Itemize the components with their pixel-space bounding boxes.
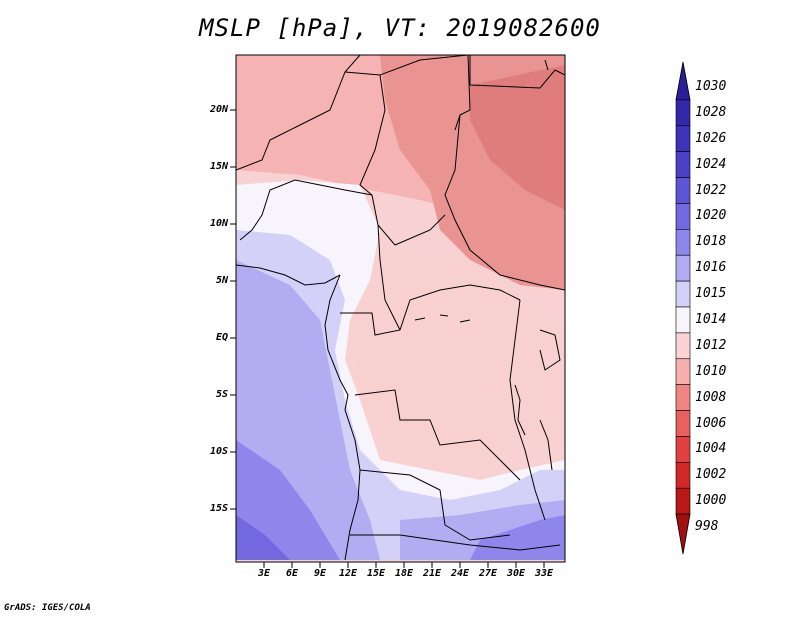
lon-label: 6E [285,568,299,579]
contour-1006-east [470,65,565,210]
border-sudan [444,114,565,291]
contour-1018-southwest [236,440,340,560]
colorbar-swatch [675,229,691,256]
colorbar-swatch [675,462,691,489]
border-car-north [394,214,446,246]
lon-label: 3E [257,568,271,579]
border-egypt [469,55,565,89]
border-cameroon [377,224,401,331]
lat-label: 15N [209,161,228,172]
colorbar-swatch [675,384,691,411]
colorbar-arrow-bottom [675,513,691,555]
lon-label: 27E [478,568,498,579]
border-congo [340,284,521,336]
colorbar-arrow-top [675,61,691,101]
colorbar-swatch [675,332,691,360]
borders [236,55,565,561]
colorbar-level-label: 1002 [695,467,727,483]
lon-label: 9E [313,568,327,579]
border-lakes [509,299,546,521]
colorbar-swatch [675,410,691,437]
colorbar-swatch [675,436,691,463]
colorbar-level-label: 1006 [695,415,727,431]
pressure-field [236,55,565,562]
border-namibia [359,469,511,541]
lake-tanganyika [514,384,526,436]
colorbar-level-label: 1012 [695,337,727,353]
lon-label: 21E [422,568,442,579]
lon-label: 15E [366,568,386,579]
colorbar-level-label: 1004 [695,441,727,457]
lat-label: 20N [209,104,228,115]
lon-label: 12E [338,568,358,579]
coast-gulf-guinea [236,264,341,286]
colorbar-swatch [675,99,691,127]
colorbar-level-label: 1010 [695,363,727,379]
colorbar-level-label: 1008 [695,389,727,405]
colorbar-swatch [675,125,691,152]
lon-label: 18E [394,568,414,579]
colorbar-level-label: 1024 [695,156,727,172]
colorbar-level-label: 1026 [695,130,727,146]
colorbar-swatch [675,254,691,282]
lon-label: 33E [534,568,554,579]
coast-ne [544,59,549,71]
lat-label: 5S [215,389,228,400]
colorbar-swatch [675,177,691,204]
colorbar-level-label: 1030 [695,78,727,94]
credit-text: GrADS: IGES/COLA [4,603,91,613]
lat-label: 10N [209,218,228,229]
coast-west [324,274,361,561]
contour-1012-central [330,250,565,470]
contour-1020-corner [236,515,290,560]
lat-label: EQ [215,332,228,343]
colorbar-level-label: 1018 [695,234,727,250]
colorbar-swatch [675,151,691,178]
lat-label: 15S [209,503,228,514]
lon-label: 30E [506,568,526,579]
lake-malawi [539,419,553,471]
river-congo [414,314,471,323]
map-frame [235,54,566,563]
axis-ticks [230,109,545,568]
colorbar-level-label: 1015 [695,286,727,302]
colorbar [675,61,691,555]
colorbar-swatch [675,203,691,230]
colorbar-level-label: 1020 [695,208,727,224]
lat-label: 10S [209,446,228,457]
colorbar-swatch [675,487,691,515]
colorbar-level-label: 1016 [695,260,727,276]
border-angola-drc [354,389,521,481]
colorbar-level-label: 1000 [695,493,727,509]
border-south [350,534,561,551]
map-title: MSLP [hPa], VT: 2019082600 [199,14,601,42]
colorbar-level-label: 1022 [695,182,727,198]
colorbar-level-label: 1028 [695,104,727,120]
lake-victoria [539,329,561,371]
colorbar-swatch [675,358,691,385]
colorbar-swatch [675,306,691,334]
border-nigeria [239,179,373,241]
lon-label: 24E [450,568,470,579]
colorbar-swatch [675,280,691,308]
lat-label: 5N [215,275,228,286]
colorbar-level-label: 1014 [695,311,727,327]
colorbar-level-label: 998 [695,519,719,535]
contour-1018-southeast [470,515,565,560]
